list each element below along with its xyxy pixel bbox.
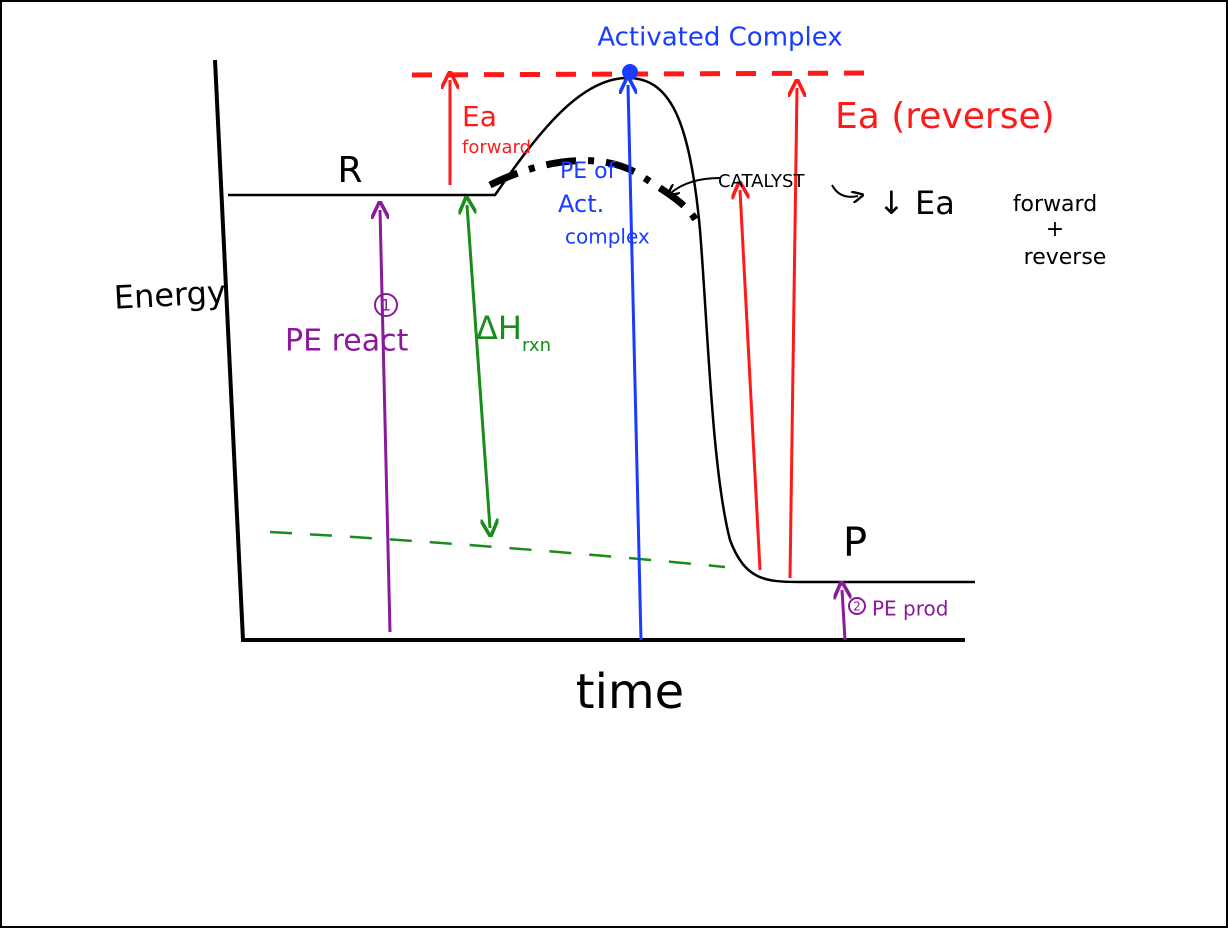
pe-react-number: 1: [381, 296, 391, 315]
product-label: P: [843, 520, 867, 566]
title: Activated Complex: [597, 23, 842, 53]
pe-activated-3: complex: [565, 225, 650, 249]
y-label: Energy: [113, 273, 227, 317]
diagram: Activated Complex Energy time R P Ea for…: [0, 0, 1228, 928]
delta-h-sub: rxn: [522, 335, 551, 356]
x-label: time: [576, 664, 684, 720]
pe-activated-1: PE of: [560, 159, 617, 184]
catalyst-scope-2: +: [1046, 217, 1064, 242]
delta-h-arrow: [467, 205, 490, 528]
pe-prod-number: 2: [853, 600, 861, 614]
catalyst-ea-reverse-arrow: [740, 190, 760, 570]
catalyst-scope-3: reverse: [1024, 245, 1107, 270]
ea-reverse-arrow: [790, 88, 797, 578]
catalyst-effect-pointer: [832, 185, 858, 197]
pe-react: PE react: [285, 324, 409, 359]
ea-forward-sub: forward: [462, 137, 531, 158]
page: Activated Complex Energy time R P Ea for…: [0, 0, 1228, 928]
pe-react-arrow: [380, 210, 390, 632]
product-level: [270, 532, 725, 567]
catalyst-scope-1: forward: [1013, 192, 1097, 217]
ea-reverse: Ea (reverse): [835, 96, 1055, 137]
activated-point: [622, 64, 638, 80]
reactant-label: R: [337, 150, 362, 191]
catalyst: CATALYST: [718, 171, 805, 192]
delta-h: ΔH: [476, 309, 522, 347]
activated-level: [412, 73, 872, 75]
pe-activated-2: Act.: [558, 190, 604, 218]
ea-forward: Ea: [462, 100, 497, 133]
catalyst-effect: ↓ Ea: [878, 184, 955, 222]
pe-prod: PE prod: [872, 597, 948, 621]
frame: [1, 1, 1227, 927]
pe-prod-arrow: [842, 590, 845, 640]
